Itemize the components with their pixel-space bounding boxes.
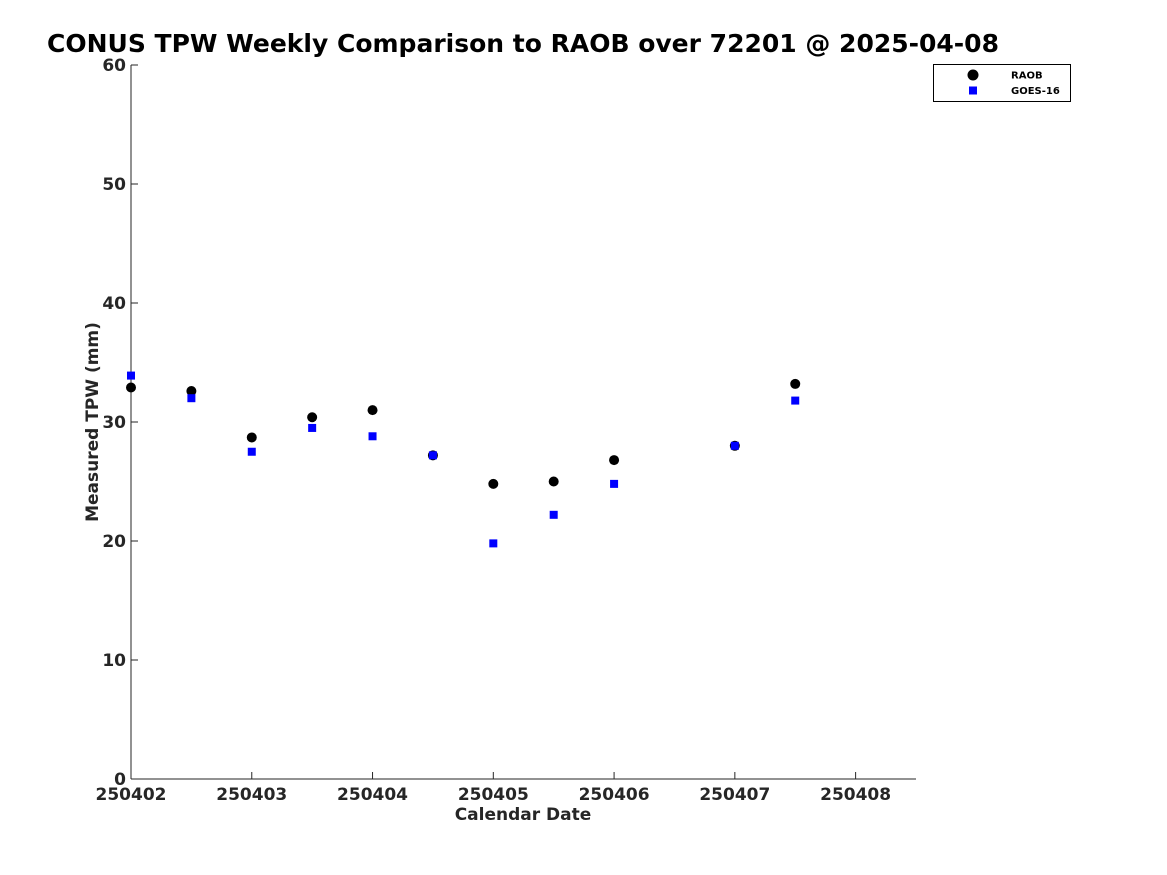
y-tick-label: 0 (114, 770, 126, 790)
legend-marker-raob (967, 69, 979, 81)
point-goes16 (730, 441, 739, 450)
x-tick-label: 250404 (337, 785, 408, 805)
point-goes16 (791, 396, 800, 405)
point-raob (367, 405, 378, 416)
legend-box (933, 64, 1071, 102)
x-tick-label: 250402 (96, 785, 167, 805)
legend-marker-goes16 (969, 86, 977, 95)
point-goes16 (428, 451, 437, 460)
legend: RAOB GOES-16 (933, 64, 1071, 102)
point-goes16 (549, 510, 558, 519)
y-ticks: 0 10 20 30 40 50 60 (102, 56, 138, 790)
point-raob (790, 378, 801, 389)
legend-label-raob: RAOB (1011, 71, 1043, 82)
x-tick-label: 250407 (699, 785, 770, 805)
point-goes16 (247, 447, 256, 456)
point-raob (186, 386, 197, 397)
point-goes16 (187, 394, 196, 403)
point-raob (246, 432, 257, 443)
x-tick-label: 250405 (458, 785, 529, 805)
point-goes16 (127, 371, 135, 380)
x-ticks: 250402 250403 250404 250405 250406 250407 2504… (96, 772, 891, 805)
y-tick-label: 30 (102, 413, 126, 433)
point-goes16 (308, 423, 317, 432)
point-raob (609, 455, 620, 466)
x-tick-label: 250406 (579, 785, 650, 805)
point-raob (126, 382, 136, 393)
point-goes16 (489, 539, 498, 548)
legend-label-goes16: GOES-16 (1011, 86, 1060, 97)
x-tick-label: 250408 (820, 785, 891, 805)
point-goes16 (368, 432, 377, 441)
point-raob (307, 412, 318, 423)
y-tick-label: 20 (102, 532, 126, 552)
point-raob (548, 476, 559, 487)
y-tick-label: 60 (102, 56, 126, 76)
point-raob (488, 478, 499, 489)
chart-title: CONUS TPW Weekly Comparison to RAOB over… (47, 29, 999, 58)
y-tick-label: 10 (102, 651, 126, 671)
data-points (126, 371, 801, 548)
y-tick-label: 50 (102, 175, 126, 195)
axes (130, 65, 916, 780)
y-tick-label: 40 (102, 294, 126, 314)
x-axis-label: Calendar Date (455, 805, 592, 825)
y-axis-label: Measured TPW (mm) (83, 322, 103, 522)
x-tick-label: 250403 (216, 785, 287, 805)
point-goes16 (610, 479, 619, 488)
